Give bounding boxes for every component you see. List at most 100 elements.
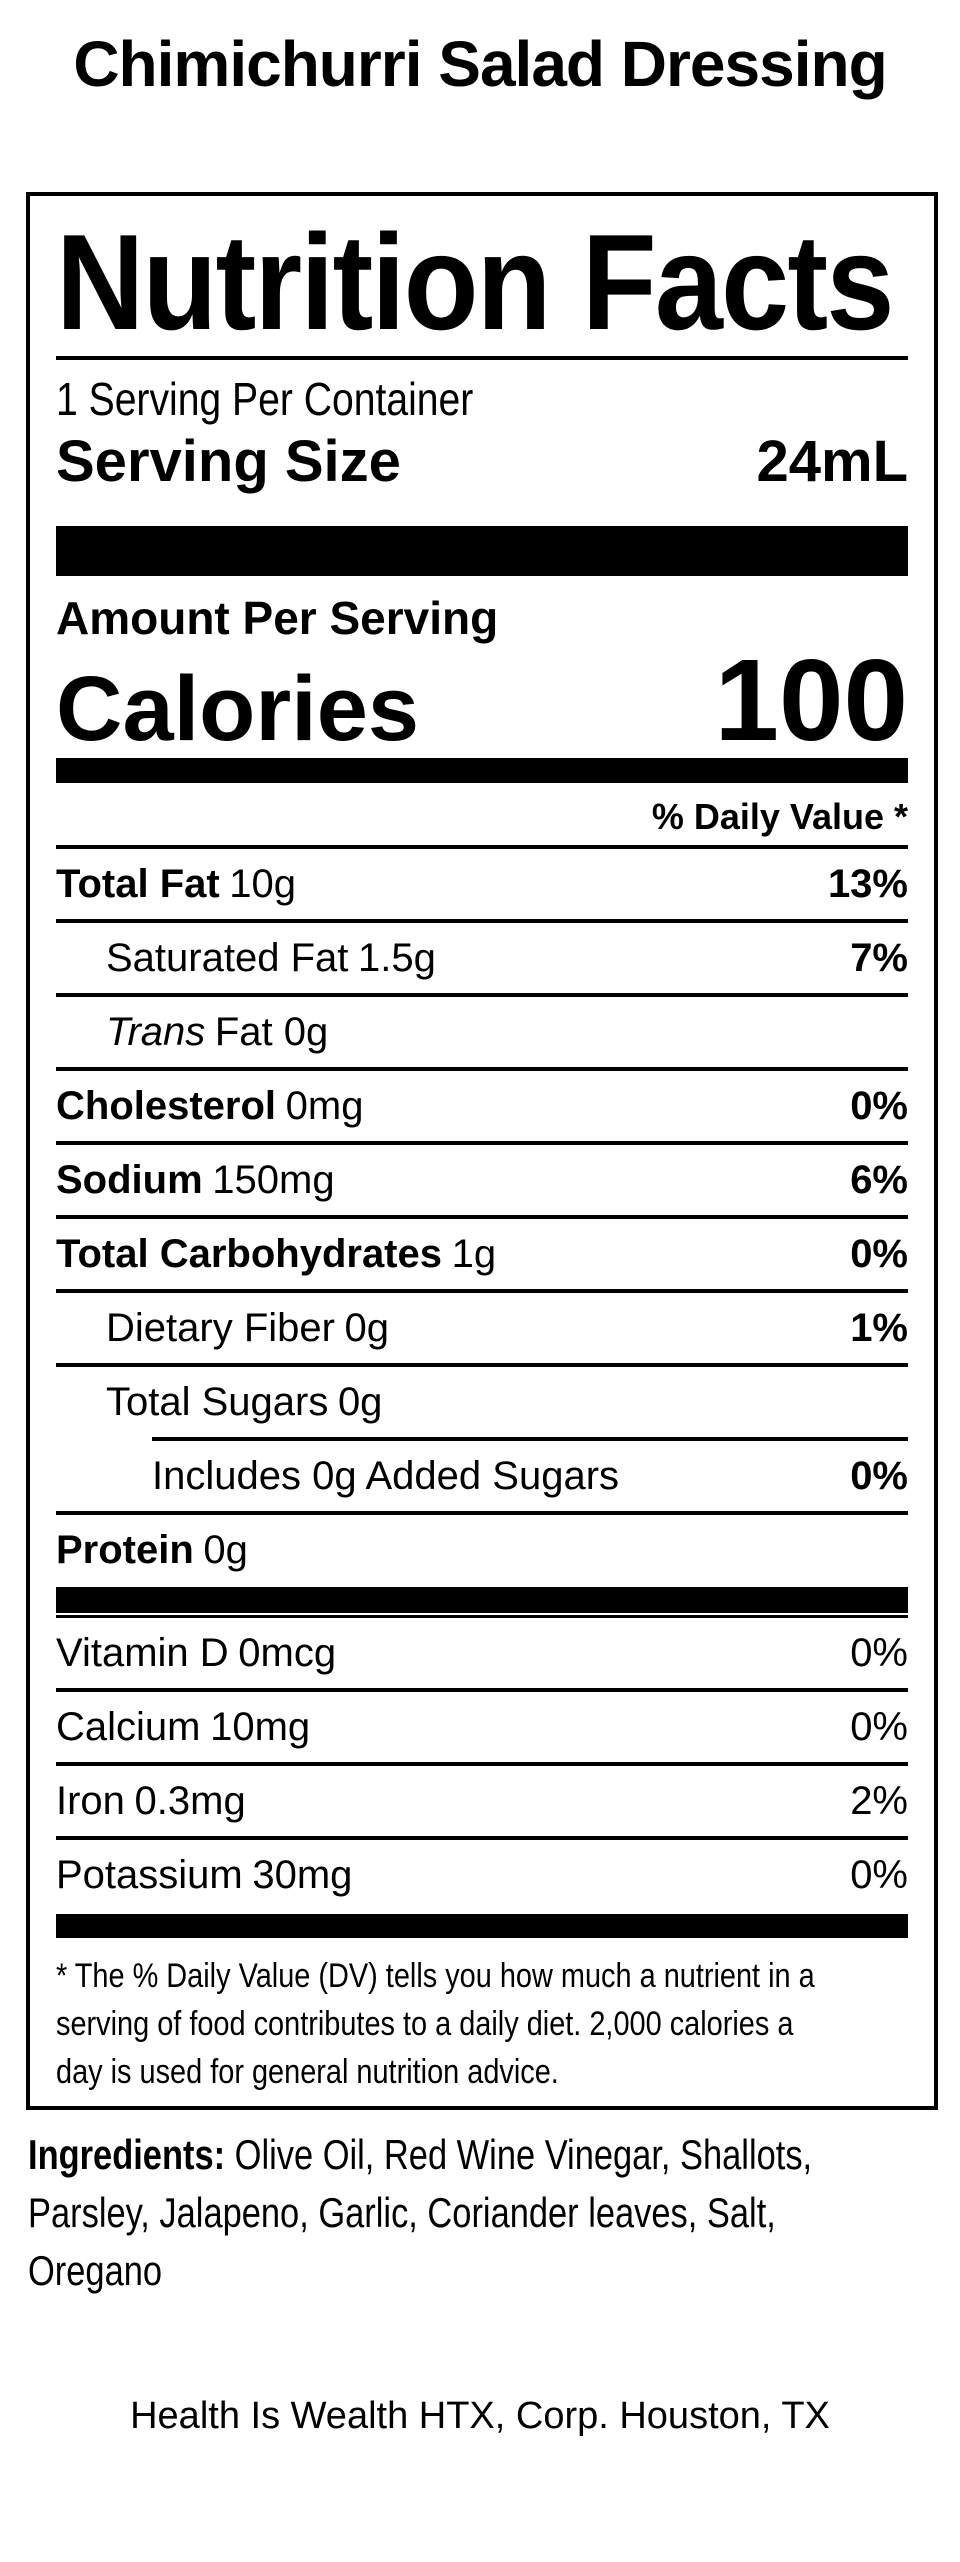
partial-separator-line xyxy=(152,1436,908,1441)
nutrient-row: Includes 0g Added Sugars 0% xyxy=(56,1441,908,1515)
nutrient-row: Cholesterol 0mg 0% xyxy=(56,1071,908,1145)
nutrient-name: Calcium xyxy=(56,1704,201,1749)
footnote-line-3: day is used for general nutrition advice… xyxy=(56,2052,559,2091)
nutrient-name: Trans xyxy=(106,1009,206,1054)
nutrient-row: Dietary Fiber 0g 1% xyxy=(56,1293,908,1367)
nutrient-left: Calcium 10mg xyxy=(56,1705,310,1749)
nutrient-left: Total Carbohydrates 1g xyxy=(56,1232,496,1276)
vitamin-rows: Vitamin D 0mcg 0% Calcium 10mg 0% Iron 0.3m… xyxy=(56,1618,908,1910)
divider-bar-protein xyxy=(56,1586,908,1618)
nutrient-left: Total Fat 10g xyxy=(56,862,296,906)
nutrient-name: Vitamin D xyxy=(56,1630,229,1675)
nutrient-left: Total Sugars 0g xyxy=(106,1380,382,1424)
ingredients-line-2: Parsley, Jalapeno, Garlic, Coriander lea… xyxy=(28,2188,776,2236)
ingredients-line-1: Ingredients: Olive Oil, Red Wine Vinegar… xyxy=(28,2126,812,2184)
nutrient-dv: 0% xyxy=(850,1231,908,1276)
nutrient-dv: 6% xyxy=(850,1157,908,1202)
nutrient-left: Dietary Fiber 0g xyxy=(106,1306,389,1350)
daily-value-footnote: * The % Daily Value (DV) tells you how m… xyxy=(56,1952,908,2096)
nutrient-amount: 150mg xyxy=(212,1157,335,1202)
product-title: Chimichurri Salad Dressing xyxy=(73,28,887,100)
nutrient-left: Includes 0g Added Sugars xyxy=(152,1454,619,1498)
nutrient-name: Includes 0g Added Sugars xyxy=(152,1453,620,1498)
heading-rule xyxy=(56,355,908,360)
nutrient-name: Saturated Fat xyxy=(106,935,349,980)
nutrient-dv: 1% xyxy=(850,1305,908,1350)
nutrient-dv: 2% xyxy=(850,1778,908,1823)
company-footer: Health Is Wealth HTX, Corp. Houston, TX xyxy=(130,2394,830,2437)
nutrient-row: Vitamin D 0mcg 0% xyxy=(56,1618,908,1692)
ingredients-label: Ingredients: xyxy=(28,2130,226,2178)
nutrient-dv: 0% xyxy=(850,1083,908,1128)
ingredients-line-3: Oregano xyxy=(28,2246,163,2294)
nutrient-row: Total Carbohydrates 1g 0% xyxy=(56,1219,908,1293)
nutrient-name: Cholesterol xyxy=(56,1083,277,1128)
nutrient-left: Saturated Fat 1.5g xyxy=(106,936,436,980)
nutrient-name: Sodium xyxy=(56,1157,203,1202)
nutrient-amount: 0g xyxy=(203,1527,248,1572)
nutrient-amount: Fat 0g xyxy=(214,1009,329,1054)
nutrient-name: Total Sugars xyxy=(106,1379,329,1424)
nutrient-name: Dietary Fiber xyxy=(106,1305,335,1350)
serving-size-label: Serving Size xyxy=(56,429,401,495)
nutrient-amount: 0mg xyxy=(285,1083,364,1128)
nutrient-left: Sodium 150mg xyxy=(56,1158,335,1202)
nutrient-row: Iron 0.3mg 2% xyxy=(56,1766,908,1840)
nutrient-dv: 0% xyxy=(850,1704,908,1749)
nutrient-amount: 0.3mg xyxy=(134,1778,246,1823)
nutrient-left: Cholesterol 0mg xyxy=(56,1084,363,1128)
nutrient-row: Sodium 150mg 6% xyxy=(56,1145,908,1219)
divider-bar-protein-gap xyxy=(56,1612,908,1615)
ingredients-line-1-text: Olive Oil, Red Wine Vinegar, Shallots, xyxy=(225,2130,813,2178)
nutrient-row: Calcium 10mg 0% xyxy=(56,1692,908,1766)
amount-per-serving-label: Amount Per Serving xyxy=(56,591,499,644)
nutrient-amount: 1.5g xyxy=(357,935,436,980)
nutrient-row: Saturated Fat 1.5g 7% xyxy=(56,923,908,997)
nutrient-amount: 30mg xyxy=(252,1852,353,1897)
calories-label: Calories xyxy=(56,658,420,761)
nutrient-dv: 0% xyxy=(850,1453,908,1498)
nutrient-row: Protein 0g xyxy=(56,1515,908,1585)
nutrient-dv: 7% xyxy=(850,935,908,980)
nutrient-name: Total Fat xyxy=(56,861,220,906)
footnote-line-1: * The % Daily Value (DV) tells you how m… xyxy=(56,1956,815,1995)
nutrient-row: Potassium 30mg 0% xyxy=(56,1840,908,1910)
servings-per-container-text: 1 Serving Per Container xyxy=(56,372,474,425)
footnote-line-2: serving of food contributes to a daily d… xyxy=(56,2004,794,2043)
servings-per-container: 1 Serving Per Container xyxy=(56,372,908,425)
nutrient-left: Iron 0.3mg xyxy=(56,1779,246,1823)
nutrient-amount: 0g xyxy=(337,1379,383,1424)
nutrient-name: Total Carbohydrates xyxy=(56,1231,442,1276)
nutrition-facts-box: Nutrition Facts 1 Serving Per Container … xyxy=(26,191,938,2110)
daily-value-header: % Daily Value * xyxy=(651,796,908,838)
nutrient-dv: 13% xyxy=(827,861,908,906)
serving-size-row: Serving Size 24mL xyxy=(56,430,908,494)
divider-bar-protein-top xyxy=(56,1586,908,1613)
divider-bar-medium xyxy=(56,758,908,784)
nutrient-amount: 0g xyxy=(344,1305,390,1350)
divider-bar-thick xyxy=(56,525,908,576)
nutrient-left: Potassium 30mg xyxy=(56,1853,352,1897)
nutrient-row: Trans Fat 0g xyxy=(56,997,908,1071)
nutrient-amount: 10g xyxy=(229,861,297,906)
nutrient-name: Protein xyxy=(56,1527,194,1572)
calories-row: Calories 100 xyxy=(56,642,908,758)
ingredients-section: Ingredients: Olive Oil, Red Wine Vinegar… xyxy=(28,2126,960,2300)
nutrient-row: Total Fat 10g 13% xyxy=(56,849,908,923)
calories-value: 100 xyxy=(714,635,908,766)
divider-bar-vitamins xyxy=(56,1913,908,1938)
nutrient-name: Potassium xyxy=(56,1852,243,1897)
nutrient-amount: 10mg xyxy=(210,1704,311,1749)
nutrition-facts-heading: Nutrition Facts xyxy=(56,205,894,358)
nutrient-name: Iron xyxy=(56,1778,125,1823)
nutrient-left: Trans Fat 0g xyxy=(106,1010,328,1054)
nutrient-row: Total Sugars 0g xyxy=(56,1367,908,1437)
nutrient-dv: 0% xyxy=(850,1852,908,1897)
nutrient-rows: Total Fat 10g 13% Saturated Fat 1.5g 7% Tr… xyxy=(56,849,908,1585)
daily-value-rule xyxy=(56,844,908,849)
nutrient-dv: 0% xyxy=(850,1630,908,1675)
nutrient-left: Protein 0g xyxy=(56,1528,248,1572)
nutrient-left: Vitamin D 0mcg xyxy=(56,1631,336,1675)
nutrient-amount: 0mcg xyxy=(238,1630,337,1675)
